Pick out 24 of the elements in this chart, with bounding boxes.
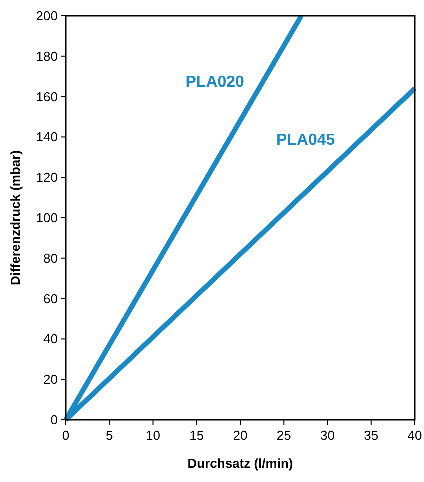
y-tick-label: 180 [36,48,58,64]
x-tick-label: 5 [106,428,114,443]
x-axis-title: Durchsatz (l/min) [188,456,294,471]
y-tick-label: 60 [44,291,58,306]
y-tick-label: 80 [44,250,58,266]
series-label: PLA020 [186,74,245,91]
y-tick-label: 140 [36,130,58,145]
y-tick-label: 20 [44,372,58,388]
y-tick-label: 100 [36,210,58,226]
series-label: PLA045 [276,132,336,149]
y-tick-label: 120 [36,170,58,186]
x-tick-label: 30 [320,428,335,443]
x-tick-label: 10 [146,428,160,443]
x-tick-label: 0 [62,428,70,443]
x-tick-label: 40 [408,428,422,443]
y-tick-label: 40 [44,332,58,347]
y-tick-label: 160 [36,89,58,104]
x-tick-label: 15 [190,428,204,443]
y-tick-label: 0 [50,412,58,428]
x-tick-label: 35 [364,428,379,443]
x-tick-label: 20 [233,428,248,443]
y-tick-label: 200 [36,8,58,24]
y-axis-title: Differenzdruck (mbar) [8,150,23,286]
x-tick-label: 25 [276,428,292,443]
